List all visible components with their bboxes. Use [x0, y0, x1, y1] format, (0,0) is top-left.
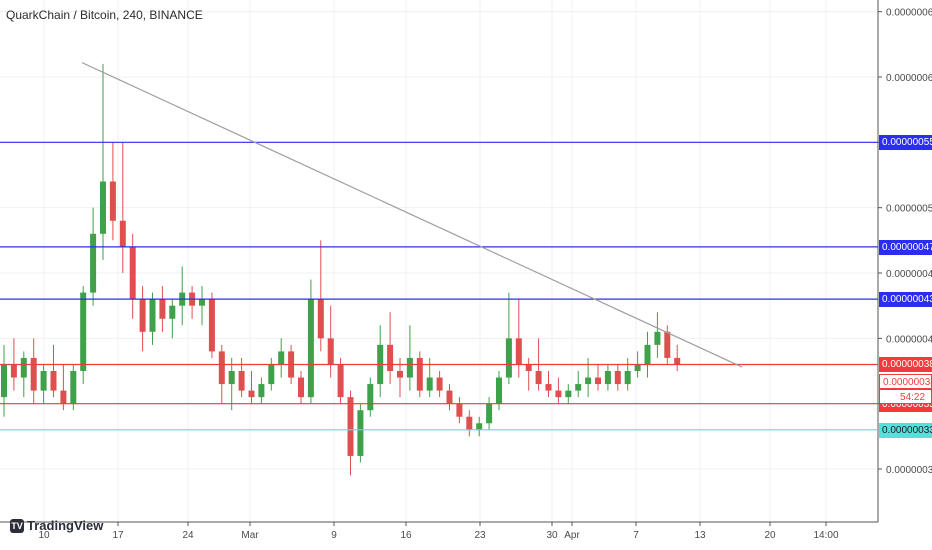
candle-body	[307, 299, 314, 398]
candle-body	[159, 299, 166, 319]
time-tick-label: 10	[38, 530, 50, 541]
candle-body	[347, 397, 354, 456]
price-tick-label: 0.00000045	[886, 269, 932, 280]
candle-body	[416, 357, 423, 391]
candle-body	[238, 371, 245, 391]
price-badge-blue: 0.00000047	[879, 239, 932, 255]
candle-body	[674, 357, 681, 365]
candle-body	[654, 331, 661, 345]
price-badge-cyan: 0.00000033	[879, 422, 932, 438]
time-tick-label: 17	[112, 530, 124, 541]
candle-body	[446, 390, 453, 404]
candle-body	[337, 364, 344, 398]
candle-body	[327, 338, 334, 365]
candle-body	[545, 384, 552, 391]
candle-body	[109, 181, 116, 221]
candle-body	[406, 357, 413, 378]
candle-body	[139, 299, 146, 332]
candle-body	[476, 423, 483, 430]
time-tick-label: Mar	[241, 530, 259, 541]
candle-body	[60, 390, 67, 404]
candle-body	[129, 246, 136, 300]
time-tick-label: 16	[400, 530, 412, 541]
time-tick-label: 13	[694, 530, 706, 541]
price-tick-label: 0.00000065	[886, 8, 932, 19]
candle-body	[614, 371, 621, 385]
candle-body	[644, 344, 651, 365]
candle-body	[298, 377, 304, 398]
candle-body	[575, 384, 582, 391]
time-tick-label: Apr	[564, 530, 580, 541]
candle-body	[1, 364, 7, 398]
candle-body	[466, 416, 473, 430]
time-tick-label: 7	[633, 530, 639, 541]
candle-body	[436, 377, 443, 391]
candle-body	[496, 377, 502, 404]
time-tick-label: 23	[474, 530, 486, 541]
candle-body	[248, 390, 255, 398]
tradingview-logo-icon: TV	[10, 518, 24, 533]
candle-body	[525, 364, 532, 371]
candle-body	[228, 371, 235, 385]
candle-body	[515, 338, 522, 365]
time-tick-label: 24	[182, 530, 194, 541]
candle-body	[456, 403, 463, 417]
candle-body	[100, 181, 106, 234]
candle-body	[397, 371, 403, 378]
time-tick-label: 20	[764, 530, 776, 541]
candle-body	[535, 371, 542, 385]
candle-body	[624, 371, 631, 385]
candle-body	[80, 292, 87, 371]
time-tick-label: 30	[546, 530, 558, 541]
price-badge-blue: 0.00000043	[879, 292, 932, 308]
candle-body	[30, 357, 37, 391]
candle-body	[505, 338, 512, 378]
price-badge-red: 0.00000038	[879, 357, 932, 373]
candle-body	[20, 357, 27, 378]
candle-body	[50, 371, 57, 391]
candle-body	[40, 371, 47, 391]
candle-body	[367, 384, 374, 411]
candle-body	[426, 377, 433, 391]
time-tick-label: 9	[331, 530, 337, 541]
symbol-title: QuarkChain / Bitcoin, 240, BINANCE	[6, 8, 203, 22]
candle-body	[149, 299, 156, 332]
candle-body	[90, 233, 97, 293]
candle-body	[119, 220, 126, 247]
candle-body	[218, 351, 225, 385]
candle-body	[169, 305, 176, 319]
candle-body	[486, 403, 493, 424]
bar-countdown-badge: 54:22	[879, 389, 932, 405]
candle-body	[199, 299, 205, 306]
candle-body	[278, 351, 285, 365]
trend-line[interactable]	[81, 62, 743, 368]
candle-body	[604, 371, 611, 385]
candle-body	[664, 331, 671, 358]
candle-body	[555, 390, 562, 398]
candle-body	[585, 377, 592, 385]
candle-body	[387, 344, 394, 371]
current-price-badge: 0.00000038	[879, 374, 932, 390]
tradingview-logo-text: TradingView	[27, 518, 104, 533]
candle-body	[208, 299, 215, 352]
candle-body	[10, 364, 17, 378]
candle-body	[595, 377, 601, 385]
tradingview-logo: TV TradingView	[10, 518, 103, 533]
price-tick-label: 0.00000030	[886, 465, 932, 476]
candle-body	[317, 299, 324, 339]
candle-body	[565, 390, 572, 398]
candle-body	[268, 364, 275, 385]
price-badge-blue: 0.00000055	[879, 135, 932, 151]
candle-body	[70, 371, 77, 404]
candle-body	[357, 410, 364, 456]
time-tick-label: 14:00	[813, 530, 838, 541]
candle-body	[634, 364, 641, 371]
candle-body	[258, 384, 265, 398]
